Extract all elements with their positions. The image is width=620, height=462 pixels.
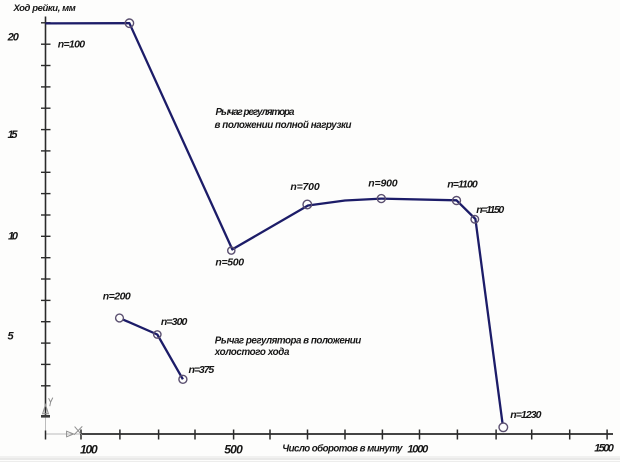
svg-text:20: 20 [7,31,20,43]
svg-text:n=700: n=700 [290,181,319,193]
svg-text:100: 100 [80,442,98,456]
svg-text:Рычаг регулятора: Рычаг регулятора [216,107,296,118]
svg-text:15: 15 [8,129,19,141]
svg-text:n=1150: n=1150 [476,204,504,216]
svg-text:n=200: n=200 [103,291,131,303]
svg-text:холостого хода: холостого хода [214,347,290,358]
svg-text:1000: 1000 [407,444,429,456]
svg-text:Ход рейки, мм: Ход рейки, мм [13,3,76,14]
svg-text:5: 5 [8,331,15,343]
svg-text:Число оборотов в минуту: Число оборотов в минуту [282,444,403,455]
svg-text:n=100: n=100 [58,38,86,50]
svg-text:n=1100: n=1100 [447,179,478,191]
svg-text:n=500: n=500 [215,257,244,269]
svg-text:1500: 1500 [594,443,615,455]
svg-text:10: 10 [8,231,19,243]
svg-text:Рычаг регулятора в положении: Рычаг регулятора в положении [215,335,361,346]
svg-text:n=1230: n=1230 [510,409,541,421]
svg-text:в положении полной нагрузки: в положении полной нагрузки [215,120,352,131]
svg-text:500: 500 [224,443,243,457]
svg-text:n=300: n=300 [161,316,188,328]
svg-text:n=375: n=375 [189,364,215,376]
svg-text:n=900: n=900 [368,177,397,189]
